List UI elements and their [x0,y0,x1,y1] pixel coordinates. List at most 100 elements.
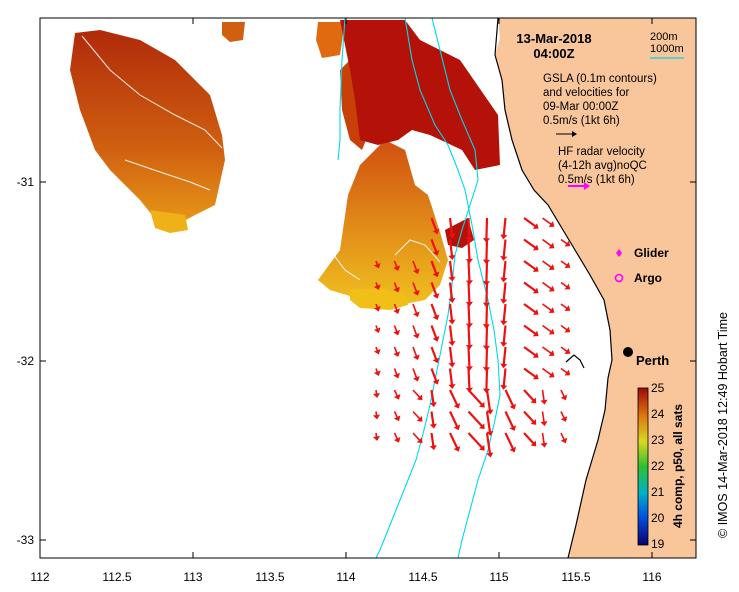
velocity-arrow-head [530,397,537,404]
velocity-arrow [523,367,537,378]
velocity-arrow-head [478,444,485,451]
x-tick-label: 116 [642,570,661,584]
velocity-arrow [375,303,379,309]
velocity-arrow [430,282,438,296]
velocity-arrow [523,346,537,357]
velocity-arrow-head [412,268,420,275]
velocity-arrow [393,325,398,332]
velocity-arrow-head [560,394,568,401]
velocity-arrow-head [432,314,440,321]
velocity-arrow-head [486,409,494,415]
velocity-arrow-head [486,431,494,436]
velocity-arrow-head [429,445,437,451]
velocity-arrow [485,346,489,368]
velocity-arrow [448,282,454,300]
velocity-arrow [467,346,471,367]
velocity-arrow-head [500,234,508,240]
gsla-legend-line: and velocities for [543,87,629,99]
map-date: 13-Mar-2018 [516,31,591,46]
velocity-arrow [412,282,418,293]
velocity-arrow [393,260,398,268]
velocity-arrow [502,239,507,257]
velocity-arrow [542,217,552,225]
velocity-arrow-head [564,240,571,247]
velocity-arrow-head [372,435,381,441]
velocity-arrow-head [373,262,381,269]
velocity-arrow [412,303,418,314]
y-tick-label: -33 [17,533,35,547]
velocity-arrow [485,389,492,411]
velocity-arrow-head [548,264,555,270]
velocity-arrow [485,303,489,325]
velocity-arrow-head [532,266,539,272]
velocity-arrow [502,303,507,322]
velocity-arrow [467,432,483,449]
velocity-arrow-head [393,393,401,400]
x-tick-label: 114.5 [408,570,437,584]
velocity-arrow-head [500,255,508,261]
velocity-arrow [560,346,568,353]
velocity-arrow-head [393,265,401,271]
velocity-arrow-head [372,392,381,398]
velocity-arrow [430,368,438,382]
argo-legend: Argo [614,271,662,285]
velocity-arrow-head [548,221,555,227]
velocity-arrow-head [453,424,461,431]
velocity-arrow [467,303,471,324]
velocity-arrow-head [416,394,423,401]
velocity-arrow [412,325,418,336]
velocity-arrow-head [448,384,456,389]
velocity-arrow-head [564,326,571,333]
velocity-arrow-head [416,437,423,444]
velocity-arrow [502,325,507,343]
velocity-arrow [542,238,552,247]
velocity-arrow-head [540,399,548,405]
velocity-arrow-head [373,305,381,312]
velocity-arrow-head [412,311,420,318]
velocity-arrow [560,260,568,267]
velocity-arrow-head [532,330,539,337]
velocity-arrow-head [393,329,401,336]
velocity-arrow-head [532,309,539,315]
velocity-arrow-head [416,416,423,422]
velocity-arrow-head [393,351,401,357]
velocity-arrow [467,217,471,238]
velocity-arrow-head [432,336,440,342]
gsla-legend-line: 09-Mar 00:00Z [543,101,618,113]
velocity-arrow [485,411,492,433]
velocity-arrow [502,346,507,365]
velocity-arrow-head [548,307,555,313]
velocity-arrow-head [432,379,440,385]
colorbar-label: 4h comp, p50, all sats [671,404,685,528]
velocity-arrow [542,281,552,290]
velocity-arrow-head [548,285,555,292]
velocity-arrow-head [500,363,508,369]
velocity-arrow [430,432,435,447]
hf-velocity-arrows [372,217,571,458]
velocity-arrow-head [448,233,456,239]
velocity-arrow [523,281,537,292]
velocity-arrow [541,389,545,401]
velocity-arrow [430,303,438,317]
velocity-arrow-head [500,277,508,283]
velocity-arrow [485,260,489,282]
velocity-arrow-head [448,319,456,325]
velocity-arrow [467,239,471,260]
velocity-arrow [412,346,418,357]
velocity-arrow-head [429,423,437,429]
velocity-arrow [523,260,537,271]
x-tick-label: 114 [336,570,355,584]
velocity-arrow-head [373,284,381,290]
velocity-arrow-head [372,414,381,420]
velocity-arrow [467,325,471,346]
velocity-arrow [467,389,483,406]
velocity-arrow [448,368,454,386]
velocity-arrow [375,368,379,373]
velocity-arrow-head [540,421,548,427]
velocity-arrow [430,325,438,339]
bathy-legend-200: 200m [650,31,678,43]
velocity-arrow-head [509,425,516,431]
glider-legend: Glider [616,246,669,260]
velocity-arrow [430,239,438,253]
